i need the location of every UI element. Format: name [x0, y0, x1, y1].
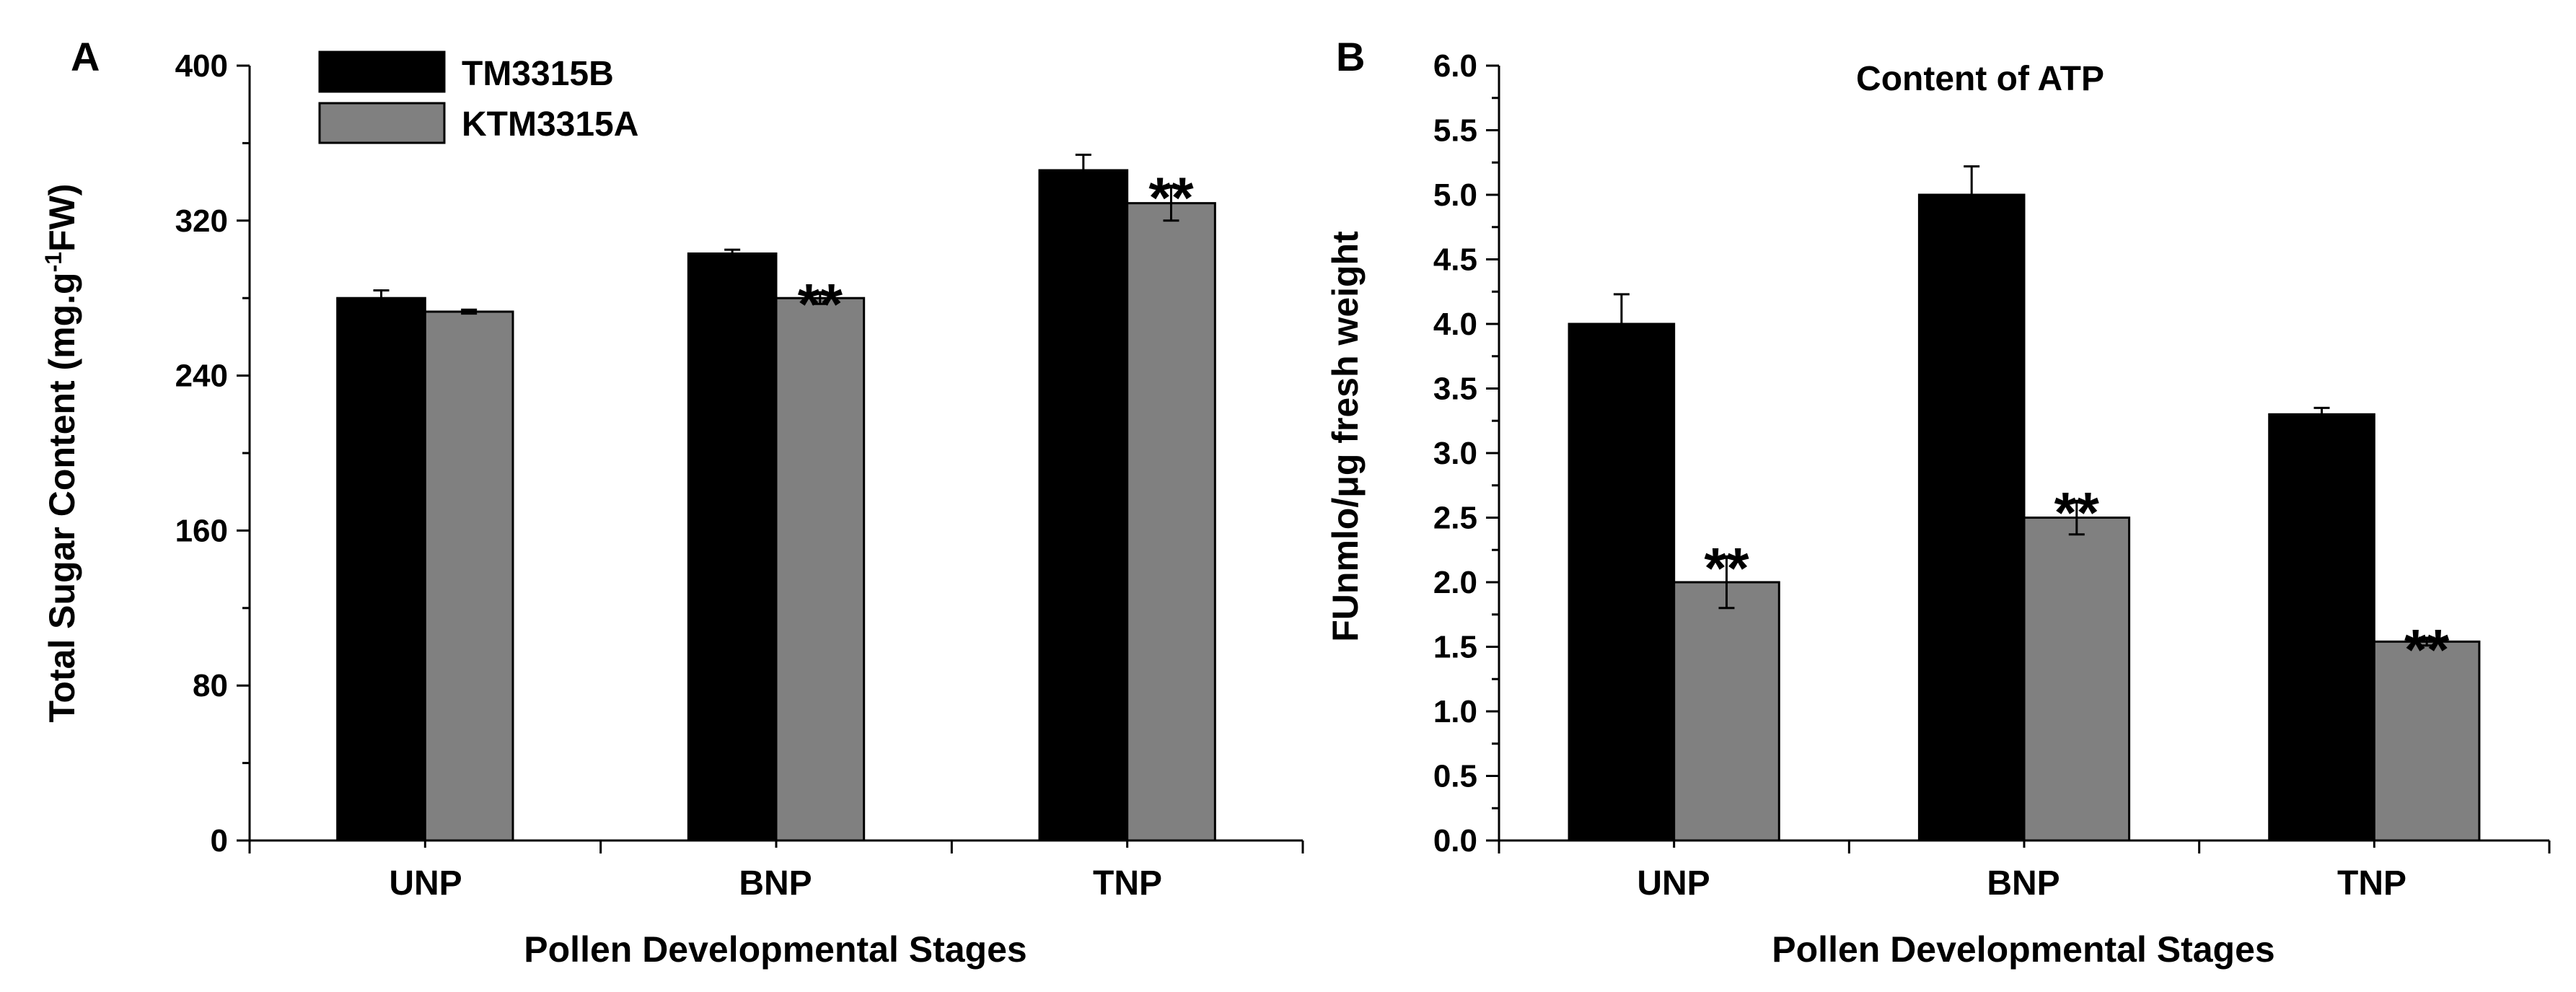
a-significance-mark: ** — [1148, 165, 1194, 229]
panel-a: A ** ** 0 80 160 240 320 400 UNP BNP TNP Polle… — [40, 34, 1304, 970]
b-y-tick-label: 3.0 — [1433, 436, 1477, 471]
a-y-tick-label: 240 — [175, 359, 228, 394]
a-bar-tm3315b-bnp — [687, 252, 778, 842]
a-error-bar-ktm3315a-unp — [461, 308, 478, 315]
legend-swatch-ktm3315a — [318, 102, 446, 144]
a-error-bar-ktm3315a-tnp — [1163, 184, 1179, 222]
a-y-tick-label: 80 — [193, 668, 228, 703]
b-y-tick-label: 0.5 — [1433, 759, 1477, 794]
a-error-bar-ktm3315a-bnp — [812, 291, 828, 305]
b-significance-mark: ** — [1704, 536, 1749, 600]
a-error-bar-tm3315b-tnp — [1075, 154, 1091, 187]
b-y-tick-label: 4.5 — [1433, 242, 1477, 278]
panel-a-y-tick-labels: 0 80 160 240 320 400 — [175, 48, 228, 859]
panel-a-category-labels: UNP BNP TNP — [389, 864, 1162, 903]
panel-b-category-label: TNP — [2337, 864, 2406, 903]
panel-b-error-bars — [1613, 165, 2435, 647]
a-bar-ktm3315a-tnp — [1126, 202, 1216, 842]
b-error-bar-tm3315b-unp — [1613, 293, 1630, 355]
panel-b-bars — [1568, 193, 2481, 842]
a-y-tick-label: 0 — [211, 823, 228, 859]
a-bar-ktm3315a-unp — [423, 310, 514, 842]
a-bar-ktm3315a-bnp — [775, 297, 866, 842]
a-y-tick-label: 320 — [175, 203, 228, 239]
b-bar-ktm3315a-unp — [1673, 581, 1780, 842]
legend-label-tm3315b: TM3315B — [462, 55, 614, 93]
b-significance-mark: ** — [2054, 480, 2100, 545]
a-y-tick-label: 160 — [175, 513, 228, 548]
b-y-tick-label: 3.5 — [1433, 372, 1477, 407]
a-error-bar-tm3315b-unp — [373, 289, 390, 307]
a-error-bar-tm3315b-bnp — [724, 248, 741, 259]
b-error-bar-tm3315b-bnp — [1964, 165, 1980, 224]
panel-a-error-bars — [373, 154, 1179, 315]
b-bar-tm3315b-bnp — [1917, 193, 2026, 842]
a-bar-tm3315b-tnp — [1038, 169, 1129, 842]
a-y-tick-label: 400 — [175, 48, 228, 84]
panel-a-x-axis-label: Pollen Developmental Stages — [524, 929, 1027, 970]
b-y-tick-label: 5.5 — [1433, 113, 1477, 149]
panel-a-y-axis-label: Total Sugar Content (mg.g-1FW) — [40, 184, 82, 723]
a-significance-mark: ** — [798, 272, 843, 336]
panel-a-letter: A — [71, 34, 100, 79]
a-bar-tm3315b-unp — [336, 297, 426, 842]
b-error-bar-ktm3315a-unp — [1718, 555, 1735, 610]
b-y-tick-label: 4.0 — [1433, 307, 1477, 342]
panel-b-axes — [1486, 64, 2551, 853]
b-bar-tm3315b-tnp — [2268, 413, 2375, 842]
b-bar-ktm3315a-tnp — [2373, 640, 2481, 842]
panel-a-significance: ** ** — [798, 165, 1195, 336]
b-y-tick-label: 5.0 — [1433, 177, 1477, 213]
panel-a-y-label-superscript: -1 — [40, 252, 66, 272]
b-y-tick-label: 0.0 — [1433, 823, 1477, 859]
b-y-tick-label: 6.0 — [1433, 48, 1477, 84]
panel-b-category-label: UNP — [1637, 864, 1710, 903]
panel-a-y-label-main: Total Sugar Content (mg.g — [42, 272, 82, 722]
b-y-tick-label: 1.0 — [1433, 694, 1477, 729]
panel-b-title: Content of ATP — [1856, 60, 2104, 98]
b-y-tick-label: 1.5 — [1433, 630, 1477, 665]
panel-b-y-tick-labels: 0.0 0.5 1.0 1.5 2.0 2.5 3.0 3.5 4.0 4.5 5.0 5.5 6.0 — [1433, 48, 1477, 859]
b-bar-tm3315b-unp — [1568, 322, 1676, 842]
panel-b-letter: B — [1336, 34, 1365, 79]
b-y-tick-label: 2.5 — [1433, 501, 1477, 536]
panel-a-category-label: UNP — [389, 864, 462, 903]
panel-a-bars — [336, 169, 1216, 842]
panel-a-y-label-tail: FW) — [42, 184, 82, 252]
panel-b-y-axis-label: FUnmlo/μg fresh weight — [1325, 231, 1366, 642]
panel-a-legend: TM3315B KTM3315A — [318, 51, 638, 144]
legend-label-ktm3315a: KTM3315A — [462, 105, 638, 144]
b-significance-mark: ** — [2404, 618, 2450, 682]
panel-b-category-label: BNP — [1987, 864, 2060, 903]
panel-a-axes — [237, 64, 1304, 853]
legend-swatch-tm3315b — [318, 51, 446, 93]
panel-a-category-label: BNP — [739, 864, 812, 903]
b-y-tick-label: 2.0 — [1433, 565, 1477, 600]
panel-b-x-axis-label: Pollen Developmental Stages — [1772, 929, 2274, 970]
b-error-bar-ktm3315a-bnp — [2068, 499, 2085, 536]
b-error-bar-ktm3315a-tnp — [2419, 636, 2435, 647]
b-error-bar-tm3315b-tnp — [2313, 406, 2330, 422]
panel-a-category-label: TNP — [1093, 864, 1162, 903]
panel-b-significance: ** ** ** — [1704, 480, 2450, 682]
panel-b-category-labels: UNP BNP TNP — [1637, 864, 2406, 903]
b-bar-ktm3315a-bnp — [2023, 517, 2131, 842]
panel-b: B Content of ATP ** ** ** 0.0 0.5 1.0 1.5 2.0 2… — [1325, 34, 2551, 970]
